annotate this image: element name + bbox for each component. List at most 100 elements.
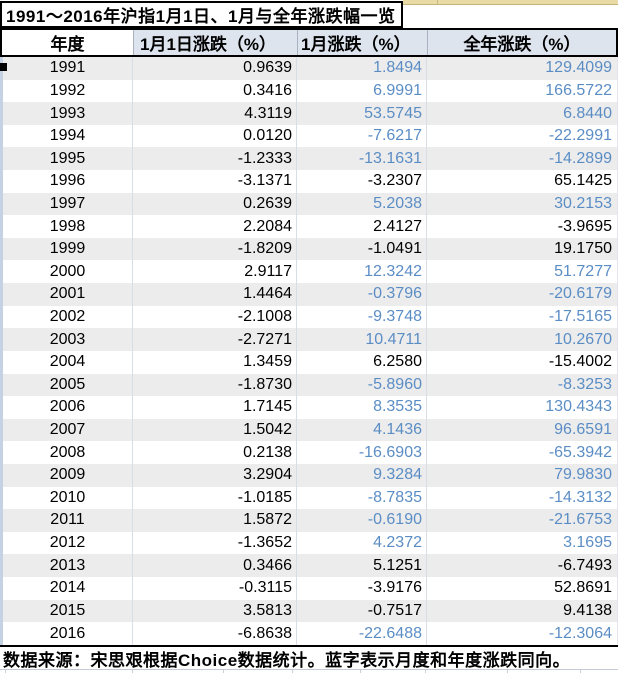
jan-change-cell[interactable]: -0.7517 xyxy=(297,599,427,623)
year-cell[interactable]: 2009 xyxy=(3,463,133,487)
year-change-cell[interactable]: -20.6179 xyxy=(427,283,618,306)
year-change-cell[interactable]: 19.1750 xyxy=(427,237,618,261)
jan-change-cell[interactable]: -13.1631 xyxy=(297,147,427,171)
jan-change-cell[interactable]: -16.6903 xyxy=(297,441,427,464)
jan-change-cell[interactable]: -3.2307 xyxy=(297,170,427,193)
jan1-change-cell[interactable]: 2.9117 xyxy=(133,260,297,284)
year-cell[interactable]: 1993 xyxy=(3,102,133,125)
jan1-change-cell[interactable]: -1.3652 xyxy=(133,531,297,555)
jan1-change-cell[interactable]: -1.2333 xyxy=(133,147,297,171)
jan1-change-cell[interactable]: 1.5872 xyxy=(133,509,297,532)
jan1-change-cell[interactable]: 4.3119 xyxy=(133,102,297,125)
year-cell[interactable]: 2004 xyxy=(3,350,133,374)
jan1-change-cell[interactable]: 1.4464 xyxy=(133,283,297,306)
year-change-cell[interactable]: -15.4002 xyxy=(427,350,618,374)
year-cell[interactable]: 2002 xyxy=(3,305,133,329)
year-change-cell[interactable]: 65.1425 xyxy=(427,170,618,193)
jan-change-cell[interactable]: -0.6190 xyxy=(297,509,427,532)
year-cell[interactable]: 1994 xyxy=(3,124,133,148)
year-cell[interactable]: 2000 xyxy=(3,260,133,284)
year-change-cell[interactable]: -8.3253 xyxy=(427,373,618,397)
year-cell[interactable]: 2016 xyxy=(3,622,133,645)
jan1-change-cell[interactable]: -6.8638 xyxy=(133,622,297,645)
jan1-change-cell[interactable]: -3.1371 xyxy=(133,170,297,193)
year-cell[interactable]: 1991 xyxy=(3,57,133,80)
year-cell[interactable]: 1992 xyxy=(3,79,133,103)
year-cell[interactable]: 2012 xyxy=(3,531,133,555)
jan1-change-cell[interactable]: 1.5042 xyxy=(133,418,297,442)
year-cell[interactable]: 2005 xyxy=(3,373,133,397)
year-change-cell[interactable]: 30.2153 xyxy=(427,192,618,216)
year-cell[interactable]: 2011 xyxy=(3,509,133,532)
jan1-change-cell[interactable]: 0.2138 xyxy=(133,441,297,464)
year-cell[interactable]: 2015 xyxy=(3,599,133,623)
year-change-cell[interactable]: -65.3942 xyxy=(427,441,618,464)
jan-change-cell[interactable]: 5.2038 xyxy=(297,192,427,216)
year-cell[interactable]: 2010 xyxy=(3,486,133,510)
year-change-cell[interactable]: 129.4099 xyxy=(427,57,618,80)
jan-change-cell[interactable]: -3.9176 xyxy=(297,577,427,600)
jan1-change-cell[interactable]: 1.7145 xyxy=(133,396,297,419)
year-change-cell[interactable]: 130.4343 xyxy=(427,396,618,419)
jan-change-cell[interactable]: 6.2580 xyxy=(297,350,427,374)
jan1-change-cell[interactable]: 1.3459 xyxy=(133,350,297,374)
year-cell[interactable]: 2001 xyxy=(3,283,133,306)
jan-change-cell[interactable]: -8.7835 xyxy=(297,486,427,510)
year-change-cell[interactable]: 52.8691 xyxy=(427,577,618,600)
jan-change-cell[interactable]: -0.3796 xyxy=(297,283,427,306)
year-change-cell[interactable]: 6.8440 xyxy=(427,102,618,125)
jan1-change-cell[interactable]: 2.2084 xyxy=(133,215,297,238)
jan-change-cell[interactable]: -22.6488 xyxy=(297,622,427,645)
jan1-change-cell[interactable]: -2.7271 xyxy=(133,328,297,351)
year-change-cell[interactable]: 96.6591 xyxy=(427,418,618,442)
year-change-cell[interactable]: 51.7277 xyxy=(427,260,618,284)
jan-change-cell[interactable]: 4.2372 xyxy=(297,531,427,555)
year-change-cell[interactable]: 9.4138 xyxy=(427,599,618,623)
jan-change-cell[interactable]: 1.8494 xyxy=(297,57,427,80)
jan1-change-cell[interactable]: -1.8730 xyxy=(133,373,297,397)
year-cell[interactable]: 1999 xyxy=(3,237,133,261)
year-change-cell[interactable]: -21.6753 xyxy=(427,509,618,532)
jan1-change-cell[interactable]: -2.1008 xyxy=(133,305,297,329)
jan-change-cell[interactable]: 12.3242 xyxy=(297,260,427,284)
table-title[interactable]: 1991～2016年沪指1月1日、1月与全年涨跌幅一览 xyxy=(0,1,403,28)
jan1-change-cell[interactable]: 3.5813 xyxy=(133,599,297,623)
year-change-cell[interactable]: 166.5722 xyxy=(427,79,618,103)
year-cell[interactable]: 2014 xyxy=(3,577,133,600)
year-cell[interactable]: 2007 xyxy=(3,418,133,442)
year-cell[interactable]: 1998 xyxy=(3,215,133,238)
year-cell[interactable]: 1996 xyxy=(3,170,133,193)
jan-change-cell[interactable]: 2.4127 xyxy=(297,215,427,238)
jan1-change-cell[interactable]: -1.0185 xyxy=(133,486,297,510)
year-cell[interactable]: 2013 xyxy=(3,554,133,578)
jan1-change-cell[interactable]: -0.3115 xyxy=(133,577,297,600)
year-change-cell[interactable]: -3.9695 xyxy=(427,215,618,238)
jan-change-cell[interactable]: -9.3748 xyxy=(297,305,427,329)
jan1-change-cell[interactable]: 0.2639 xyxy=(133,192,297,216)
header-year[interactable]: 年度 xyxy=(2,30,133,55)
year-change-cell[interactable]: -17.5165 xyxy=(427,305,618,329)
jan1-change-cell[interactable]: 0.0120 xyxy=(133,124,297,148)
year-change-cell[interactable]: 10.2670 xyxy=(427,328,618,351)
jan-change-cell[interactable]: 5.1251 xyxy=(297,554,427,578)
jan-change-cell[interactable]: -5.8960 xyxy=(297,373,427,397)
year-cell[interactable]: 2008 xyxy=(3,441,133,464)
header-jan-change[interactable]: 1月涨跌（%） xyxy=(297,30,427,55)
year-change-cell[interactable]: -12.3064 xyxy=(427,622,618,645)
jan-change-cell[interactable]: 10.4711 xyxy=(297,328,427,351)
year-cell[interactable]: 1995 xyxy=(3,147,133,171)
jan-change-cell[interactable]: -7.6217 xyxy=(297,124,427,148)
header-year-change[interactable]: 全年涨跌（%） xyxy=(427,30,616,55)
selection-fill-handle[interactable] xyxy=(0,63,7,71)
year-change-cell[interactable]: -14.3132 xyxy=(427,486,618,510)
jan1-change-cell[interactable]: 0.9639 xyxy=(133,57,297,80)
year-cell[interactable]: 2006 xyxy=(3,396,133,419)
year-change-cell[interactable]: -6.7493 xyxy=(427,554,618,578)
jan1-change-cell[interactable]: -1.8209 xyxy=(133,237,297,261)
jan-change-cell[interactable]: 9.3284 xyxy=(297,463,427,487)
jan1-change-cell[interactable]: 0.3466 xyxy=(133,554,297,578)
jan1-change-cell[interactable]: 0.3416 xyxy=(133,79,297,103)
year-change-cell[interactable]: -22.2991 xyxy=(427,124,618,148)
jan-change-cell[interactable]: 6.9991 xyxy=(297,79,427,103)
year-change-cell[interactable]: 79.9830 xyxy=(427,463,618,487)
